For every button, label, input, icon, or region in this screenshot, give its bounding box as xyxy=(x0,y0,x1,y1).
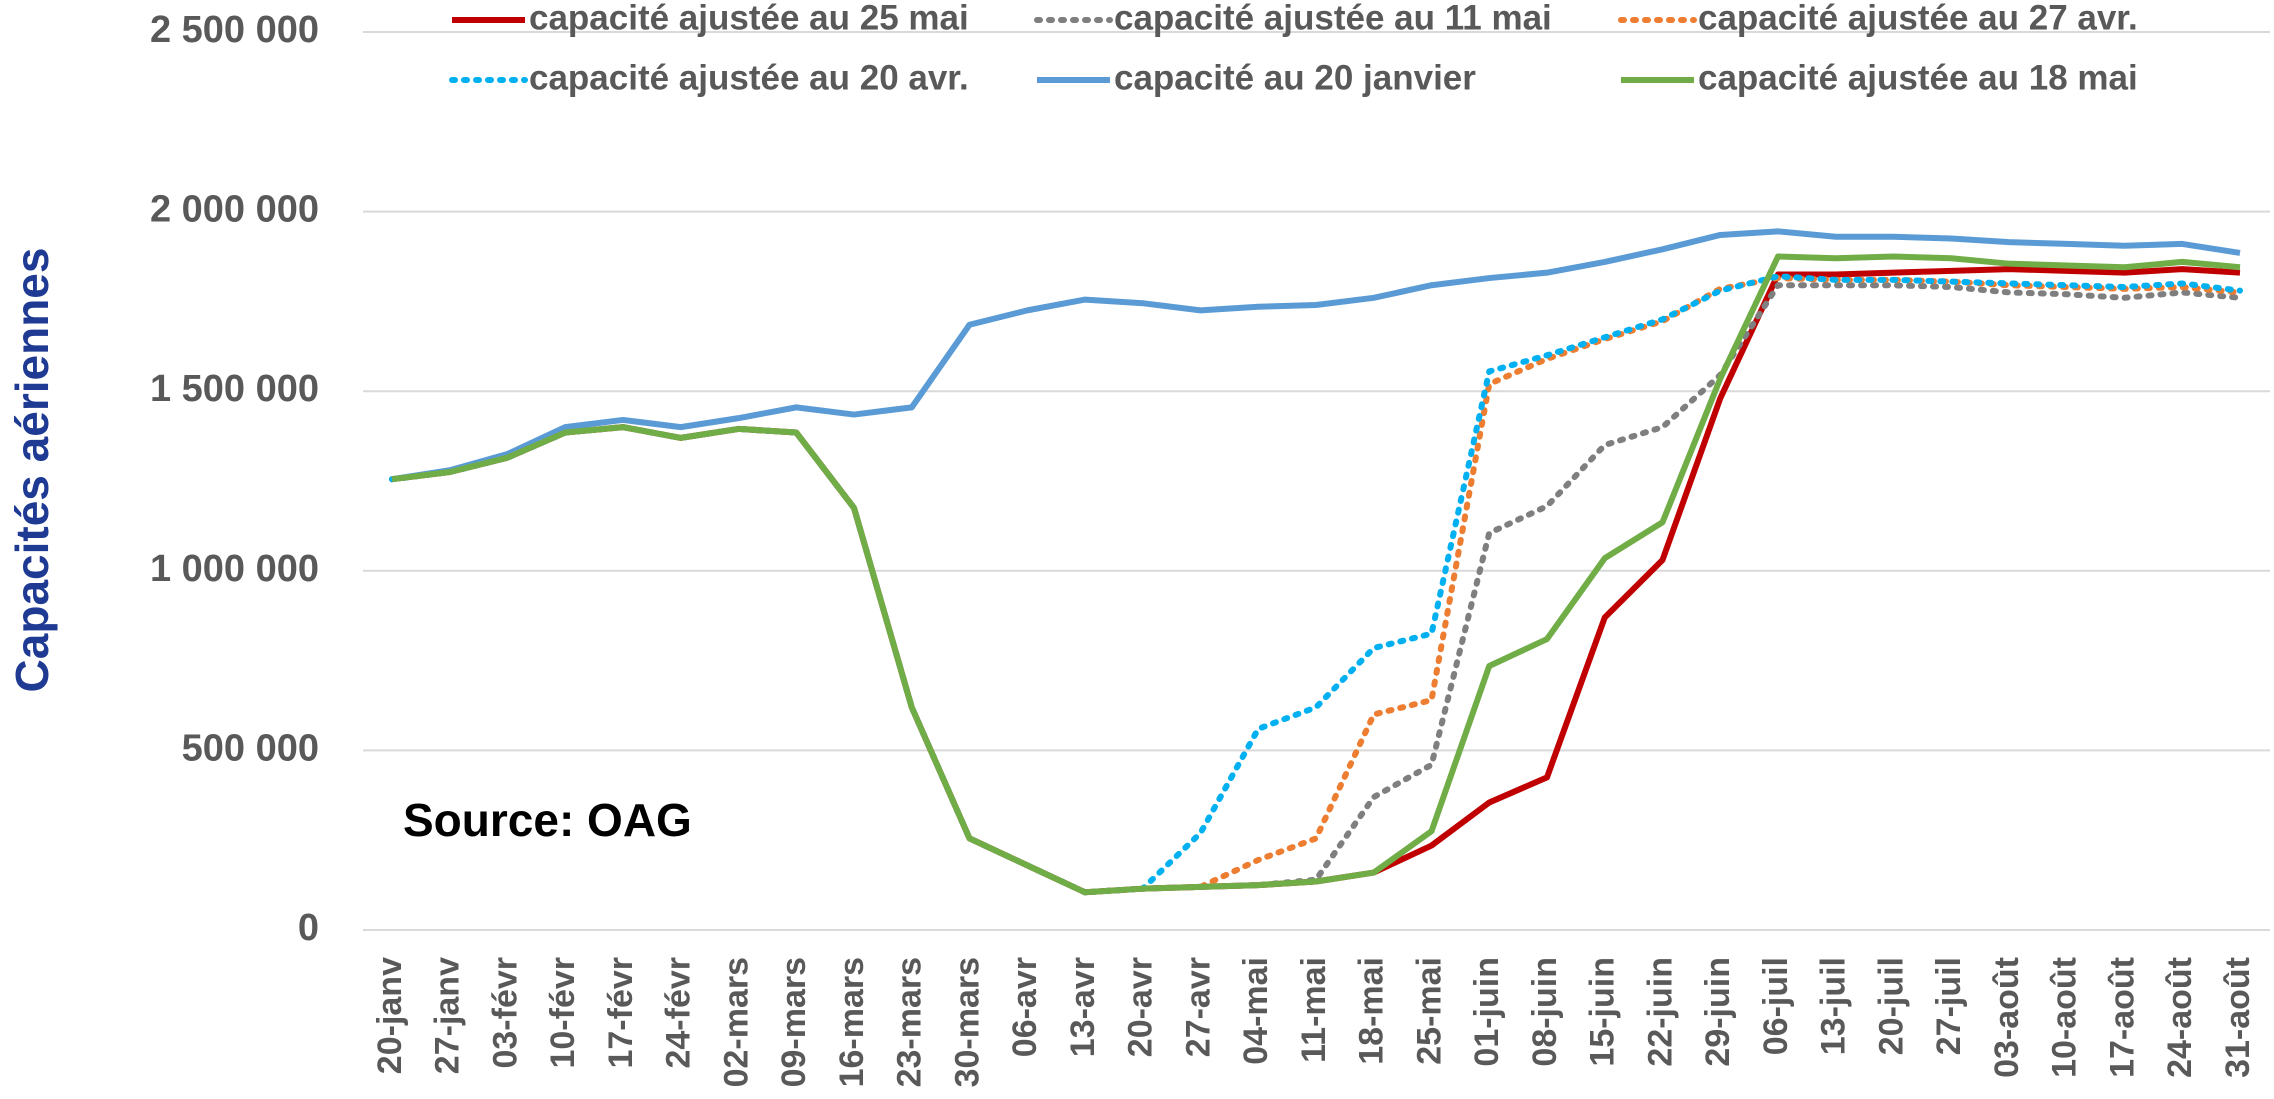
series-line xyxy=(391,253,2241,896)
legend-label: capacité ajustée au 18 mai xyxy=(1698,58,2138,97)
legend-label: capacité ajustée au 25 mai xyxy=(529,0,969,37)
x-tick-label: 24-août xyxy=(2161,957,2199,1078)
x-tick-label: 09-mars xyxy=(775,957,813,1087)
legend-label: capacité ajustée au 11 mai xyxy=(1114,0,1552,37)
y-tick-label: 500 000 xyxy=(182,727,319,769)
x-tick-label: 25-mai xyxy=(1410,957,1448,1065)
x-tick-label: 01-juin xyxy=(1468,957,1506,1067)
y-tick-label: 1 500 000 xyxy=(150,368,319,410)
x-tick-label: 24-févr xyxy=(660,957,698,1069)
legend-label: capacité au 20 janvier xyxy=(1114,58,1476,97)
y-tick-label: 2 000 000 xyxy=(150,189,319,231)
x-tick-label: 03-févr xyxy=(486,957,524,1069)
x-tick-label: 27-juil xyxy=(1930,957,1968,1055)
x-tick-label: 11-mai xyxy=(1295,957,1333,1063)
x-tick-label: 27-avr xyxy=(1179,957,1217,1057)
x-tick-label: 18-mai xyxy=(1353,957,1391,1065)
series-line xyxy=(391,228,2241,483)
x-tick-label: 08-juin xyxy=(1526,957,1564,1067)
y-axis-label: Capacités aériennes xyxy=(6,248,58,693)
x-tick-label: 13-avr xyxy=(1064,957,1102,1057)
legend-label: capacité ajustée au 20 avr. xyxy=(529,58,969,97)
x-tick-label: 20-juil xyxy=(1872,957,1910,1055)
x-tick-label: 30-mars xyxy=(948,957,986,1087)
x-tick-label: 06-avr xyxy=(1006,957,1044,1057)
x-tick-label: 10-févr xyxy=(544,957,582,1069)
x-tick-label: 23-mars xyxy=(891,957,929,1087)
x-tick-label: 15-juin xyxy=(1584,957,1622,1067)
x-tick-label: 16-mars xyxy=(833,957,871,1087)
x-tick-label: 13-juil xyxy=(1815,957,1853,1055)
x-tick-label: 22-juin xyxy=(1641,957,1679,1067)
x-tick-label: 20-avr xyxy=(1122,957,1160,1057)
y-tick-label: 0 xyxy=(298,907,319,949)
x-tick-label: 17-févr xyxy=(602,957,640,1069)
x-tick-label: 17-août xyxy=(2103,957,2141,1078)
x-tick-label: 04-mai xyxy=(1237,957,1275,1065)
x-tick-label: 02-mars xyxy=(717,957,755,1087)
x-tick-label: 06-juil xyxy=(1757,957,1795,1055)
x-tick-label: 10-août xyxy=(2046,957,2084,1078)
y-tick-label: 2 500 000 xyxy=(150,9,319,51)
x-tick-label: 20-janv xyxy=(371,957,409,1074)
x-tick-label: 29-juin xyxy=(1699,957,1737,1067)
y-tick-label: 1 000 000 xyxy=(150,548,319,590)
x-tick-label: 27-janv xyxy=(429,957,467,1074)
x-tick-label: 31-août xyxy=(2219,957,2257,1078)
annotation: Source: OAG xyxy=(403,794,692,846)
x-tick-label: 03-août xyxy=(1988,957,2026,1078)
legend-label: capacité ajustée au 27 avr. xyxy=(1698,0,2138,37)
